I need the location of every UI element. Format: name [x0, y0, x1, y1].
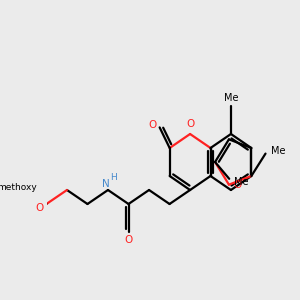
Text: Me: Me — [271, 146, 285, 156]
Text: N: N — [102, 179, 109, 189]
Text: O: O — [124, 235, 133, 245]
Text: O: O — [233, 180, 242, 190]
Text: O: O — [36, 203, 44, 213]
Text: O: O — [149, 120, 157, 130]
Text: O: O — [186, 119, 194, 129]
Text: Me: Me — [224, 93, 238, 103]
Text: methoxy: methoxy — [0, 182, 38, 191]
Text: Me: Me — [234, 177, 249, 187]
Text: H: H — [110, 173, 116, 182]
